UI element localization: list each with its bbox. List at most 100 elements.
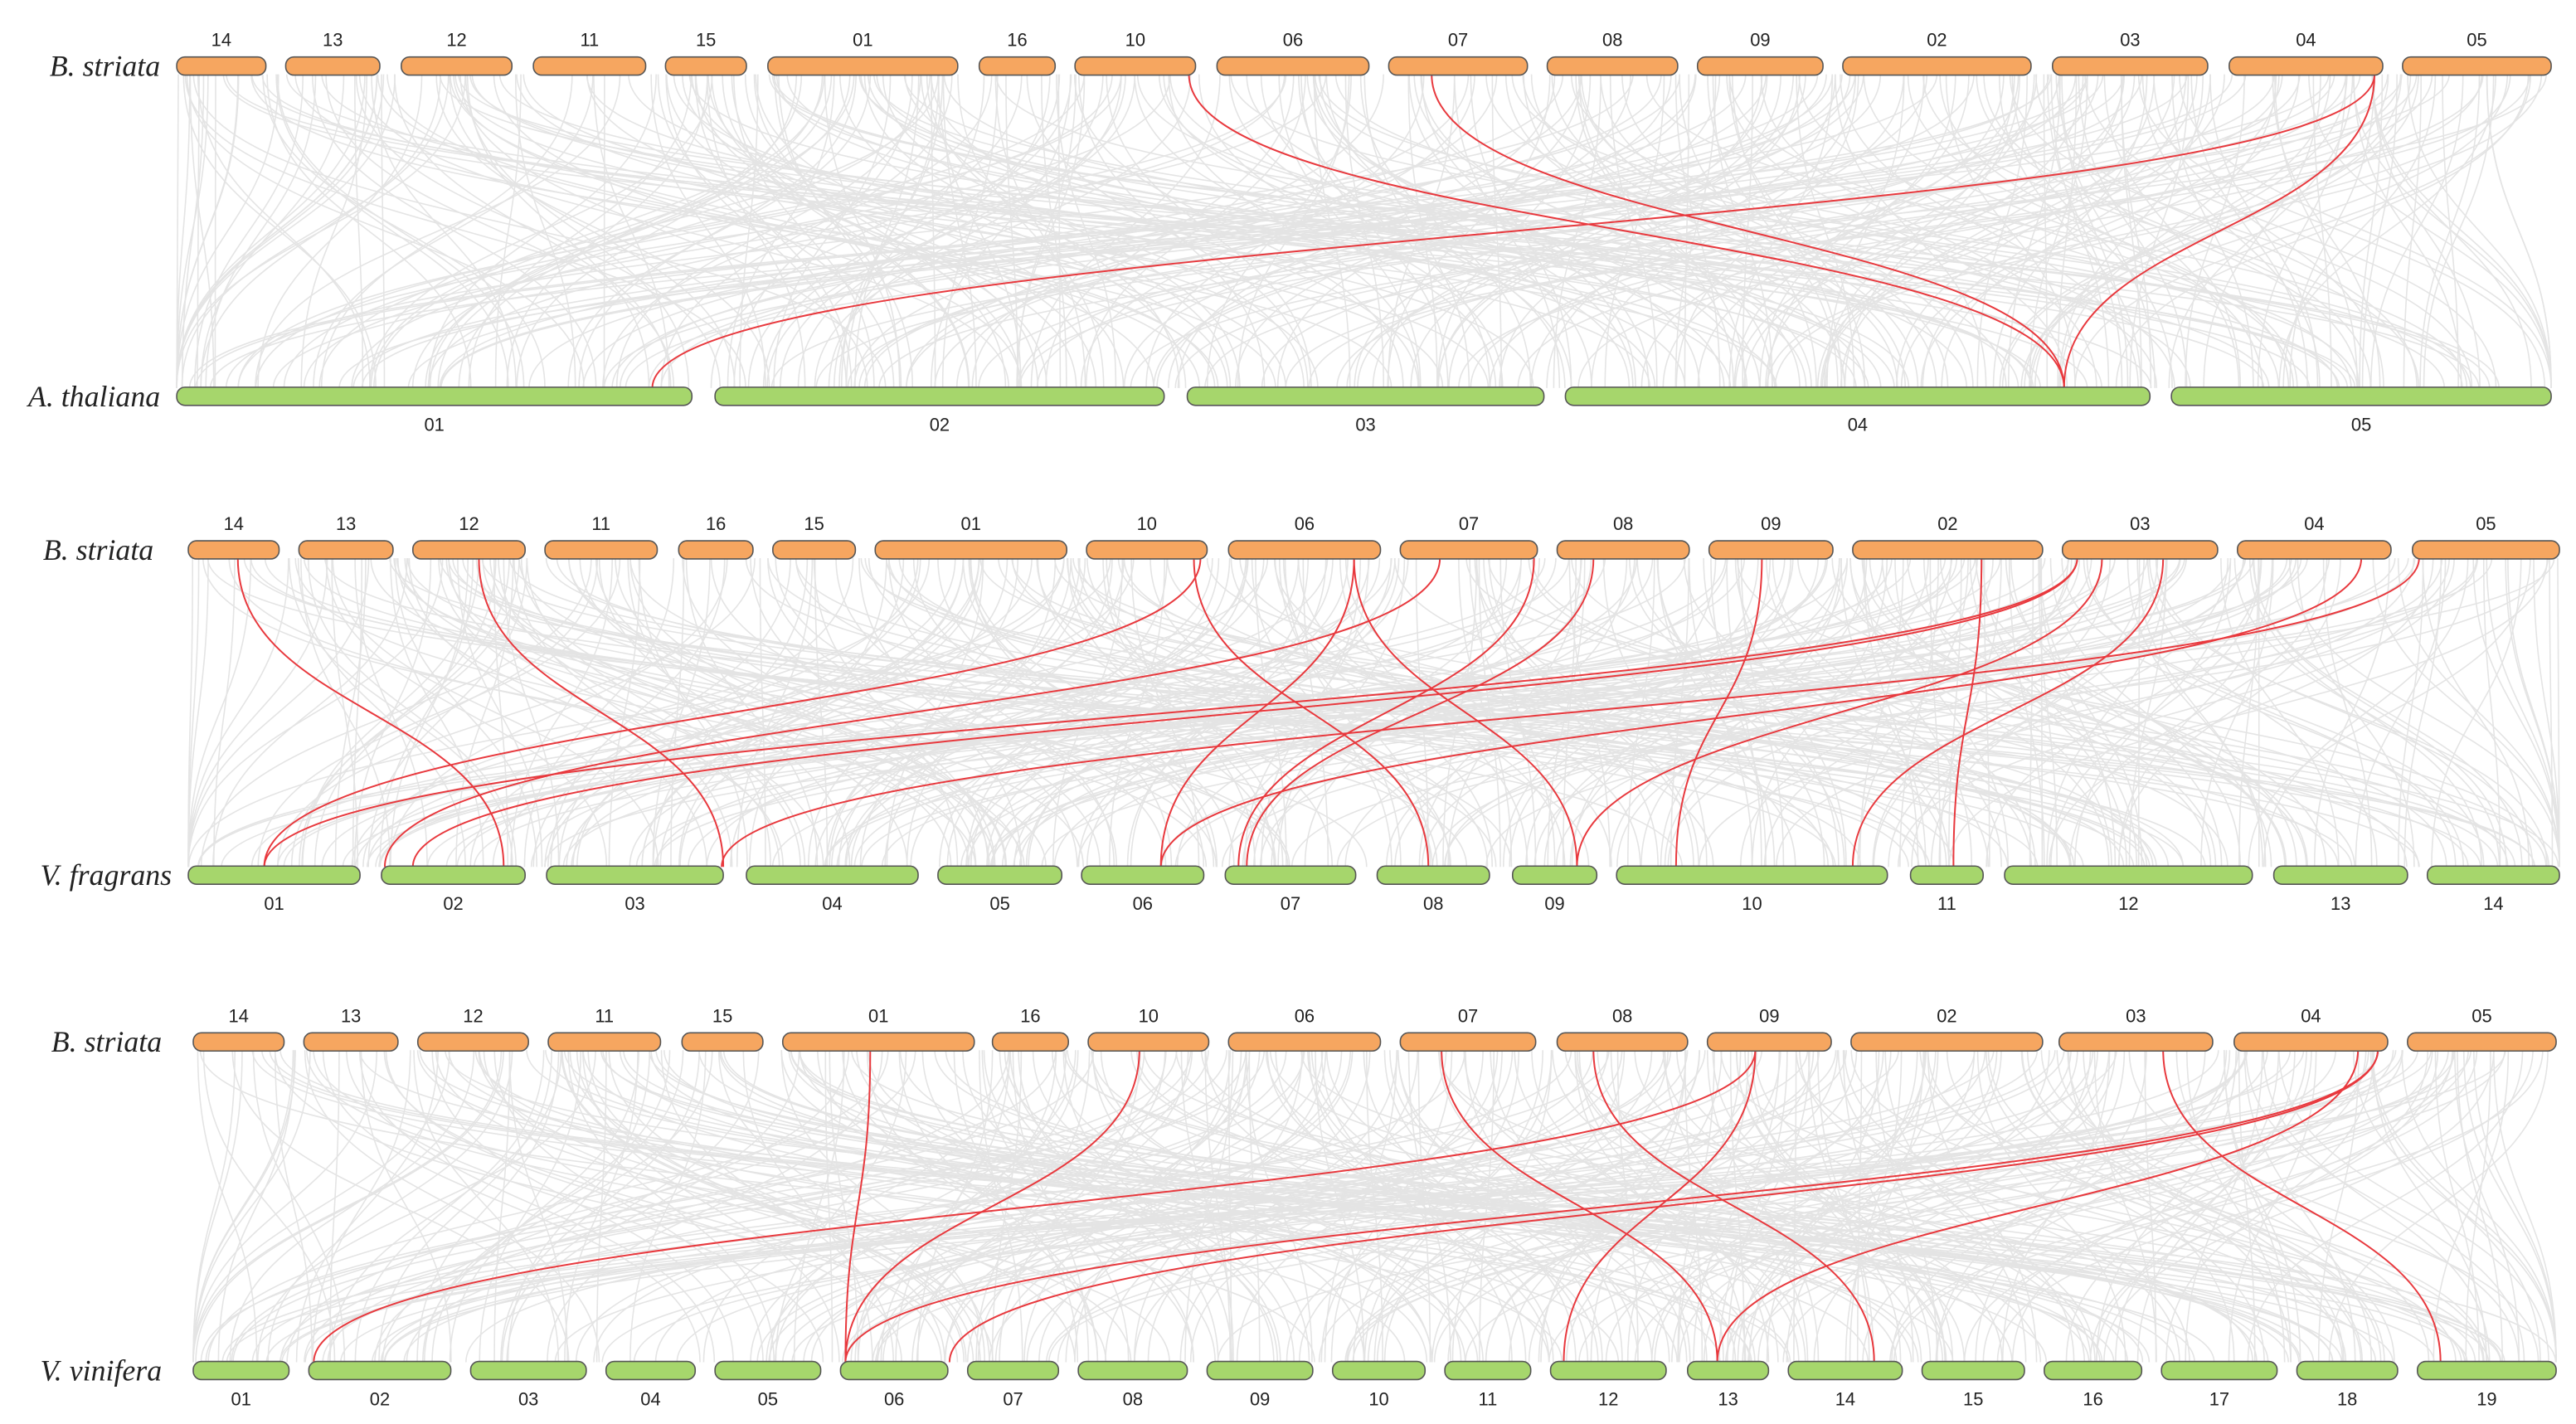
gray-link <box>2372 74 2481 388</box>
gray-link <box>478 1050 1132 1363</box>
gray-link <box>882 74 1305 388</box>
gray-link <box>971 74 1384 388</box>
gray-link <box>1204 74 2418 388</box>
chromosome-bar <box>664 56 747 76</box>
chromosome-label: 16 <box>706 513 726 534</box>
gray-link <box>192 1050 311 1363</box>
gray-link <box>295 1050 439 1363</box>
gray-link <box>666 74 1077 388</box>
red-link <box>1851 557 2165 868</box>
gray-link <box>426 557 2247 868</box>
gray-link <box>294 557 1047 868</box>
gray-link <box>1821 74 2225 388</box>
chromosome-label: 04 <box>640 1388 660 1409</box>
gray-link <box>2353 74 2462 388</box>
gray-link <box>1889 1050 2478 1363</box>
chromosome-bar <box>1444 1360 1532 1381</box>
chromosome-label: 03 <box>1355 415 1375 435</box>
chromosome-label: 03 <box>2126 1005 2146 1026</box>
gray-link <box>652 557 711 868</box>
chromosome-label: 13 <box>1718 1388 1738 1409</box>
gray-link <box>2238 557 2259 868</box>
chromosome-label: 01 <box>231 1388 251 1409</box>
gray-link <box>756 1050 1672 1363</box>
chromosome-bar <box>308 1360 452 1381</box>
gray-link <box>322 1050 701 1363</box>
gray-link <box>371 74 517 388</box>
gray-link <box>1728 74 1834 388</box>
red-link <box>721 557 2420 868</box>
chromosome-bar <box>187 865 361 885</box>
gray-link <box>1577 74 2483 388</box>
gray-link <box>262 74 546 388</box>
chromosome-label: 03 <box>625 893 644 914</box>
gray-link <box>382 1050 850 1363</box>
gray-link <box>766 74 1136 388</box>
gray-link <box>1325 1050 1737 1363</box>
gray-link <box>1307 1050 1589 1363</box>
gray-link <box>232 1050 1227 1363</box>
chromosome-label: 04 <box>2304 513 2324 534</box>
gray-link <box>1531 557 2355 868</box>
gray-link <box>1888 557 2229 868</box>
chromosome-label: 12 <box>459 513 479 534</box>
gray-link <box>2317 1050 2360 1363</box>
gray-link <box>2243 1050 2356 1363</box>
gray-link <box>1525 557 1792 868</box>
gray-link <box>1276 74 1582 388</box>
chromosome-bar <box>2058 1032 2214 1052</box>
chromosome-label: 07 <box>1003 1388 1023 1409</box>
chromosome-label: 05 <box>2467 30 2486 51</box>
chromosome-bar <box>2233 1032 2389 1052</box>
gray-link <box>955 74 1498 388</box>
gray-link <box>1300 1050 2476 1363</box>
gray-link <box>1857 557 1969 868</box>
chromosome-bar <box>2407 1032 2557 1052</box>
chromosome-label: 13 <box>323 30 343 51</box>
chromosome-label: 07 <box>1458 1005 1478 1026</box>
gray-link <box>1005 74 1018 388</box>
gray-link <box>334 557 367 868</box>
gray-link <box>2043 74 2049 388</box>
gray-link <box>2220 557 2340 868</box>
gray-link <box>1001 557 1638 868</box>
chromosome-bar <box>605 1360 697 1381</box>
chromosome-bar <box>2426 865 2560 885</box>
red-link <box>1159 557 2363 868</box>
gray-link <box>1275 1050 1554 1363</box>
gray-link <box>1654 1050 1998 1363</box>
gray-link <box>1228 74 1572 388</box>
gray-link <box>449 74 736 388</box>
gray-link <box>1564 1050 2484 1363</box>
gray-link <box>380 1050 1809 1363</box>
gray-link <box>1045 1050 2247 1363</box>
gray-link <box>2505 557 2560 868</box>
gray-link <box>1318 1050 1986 1363</box>
gray-link <box>1664 1050 1809 1363</box>
red-link <box>844 1050 1140 1363</box>
gray-link <box>1621 74 1974 388</box>
gray-link <box>749 557 887 868</box>
chromosome-bar <box>547 1032 662 1052</box>
gray-link <box>1320 1050 1527 1363</box>
gray-link <box>489 557 995 868</box>
chromosome-label: 13 <box>2331 893 2350 914</box>
gray-link <box>1297 557 1566 868</box>
gray-link <box>279 1050 1266 1363</box>
gray-link <box>256 1050 596 1363</box>
gray-link <box>2034 74 2331 388</box>
red-link <box>948 1050 2379 1363</box>
gray-link <box>1523 74 1773 388</box>
gray-link <box>1976 74 2360 388</box>
chromosome-bar <box>714 386 1165 406</box>
gray-link <box>1907 74 2290 388</box>
gray-link <box>608 1050 981 1363</box>
gray-link <box>1221 557 2331 868</box>
gray-link <box>312 1050 411 1363</box>
gray-link <box>1053 557 2516 868</box>
chromosome-bar <box>2170 386 2552 406</box>
gray-link <box>237 74 1122 388</box>
gray-link <box>1863 557 1919 868</box>
chromosome-label: 17 <box>2209 1388 2229 1409</box>
gray-link <box>1863 74 2298 388</box>
